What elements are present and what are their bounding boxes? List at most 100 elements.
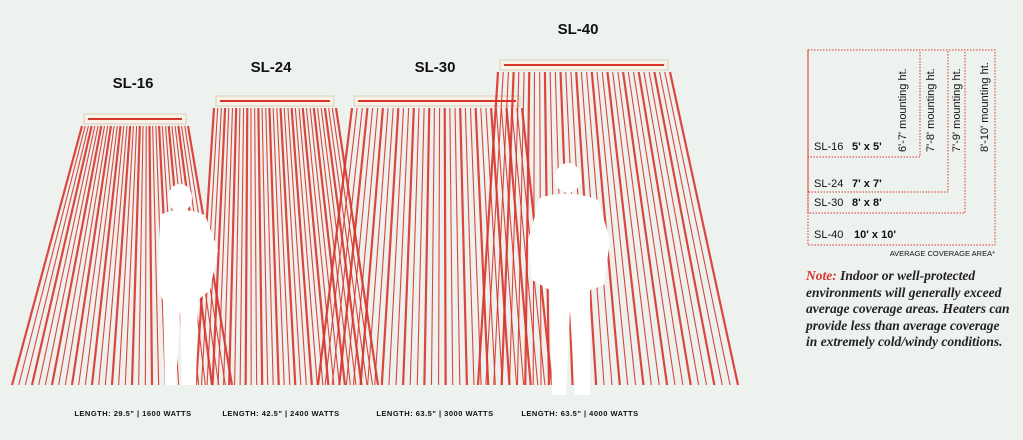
coverage-area: 8' x 8' (852, 197, 882, 209)
beam (38, 125, 96, 386)
beam (18, 125, 86, 386)
beam (324, 107, 358, 386)
beam (664, 71, 731, 386)
beam (443, 107, 447, 386)
beam (416, 107, 425, 386)
beam (283, 107, 302, 386)
beam (395, 107, 410, 386)
beam (261, 107, 269, 386)
heater-length: LENGTH: 29.5" | 1600 WATTS (74, 409, 191, 418)
beam (653, 71, 716, 386)
beam (305, 107, 335, 386)
beam (227, 107, 238, 386)
beam (606, 71, 645, 386)
beam (430, 107, 435, 386)
note-label: Note: (806, 268, 837, 283)
mounting-height: 8'-10' mounting ht. (979, 62, 991, 152)
beam (331, 107, 363, 386)
heat-beams (10, 59, 740, 386)
beam (449, 107, 454, 386)
coverage-caption: AVERAGE COVERAGE AREA* (890, 249, 995, 258)
mounting-height: 6'-7' mounting ht. (897, 68, 909, 152)
beam (290, 107, 313, 386)
beam (612, 71, 652, 386)
beam (637, 71, 692, 386)
beam (668, 71, 740, 386)
beam (287, 107, 307, 386)
beam (223, 107, 234, 386)
mounting-height: 7'-8' mounting ht. (925, 68, 937, 152)
beam (70, 125, 112, 386)
beam (464, 107, 475, 386)
beam (118, 125, 134, 386)
beam (500, 71, 515, 386)
beam (272, 107, 285, 386)
mounting-height: 7'-9' mounting ht. (951, 68, 963, 152)
coverage-model: SL-30 (814, 197, 843, 209)
coverage-area: 10' x 10' (854, 229, 896, 241)
coverage-model: SL-24 (814, 178, 843, 190)
coverage-area: 5' x 5' (852, 141, 882, 153)
beam (601, 71, 637, 386)
beam (480, 107, 496, 386)
beam (423, 107, 431, 386)
heater-model: SL-30 (415, 59, 456, 76)
beam (476, 71, 500, 386)
beam (10, 125, 84, 386)
beam (84, 125, 118, 386)
beam (388, 107, 405, 386)
beam (30, 125, 93, 386)
beam (211, 107, 227, 386)
beam (268, 107, 280, 386)
beam (58, 125, 106, 386)
beam (374, 107, 394, 386)
beam (64, 125, 109, 386)
beam (254, 107, 258, 386)
beam (144, 125, 147, 386)
coverage-model: SL-40 (814, 229, 843, 241)
beam (437, 107, 441, 386)
beam (50, 125, 103, 386)
beam (622, 71, 669, 386)
heater-model: SL-40 (558, 21, 599, 38)
beam (104, 125, 128, 386)
beam (648, 71, 708, 386)
heater-model: SL-16 (113, 75, 154, 92)
beam (323, 107, 363, 386)
beam (493, 71, 509, 386)
beam (524, 71, 531, 386)
beam (130, 125, 141, 386)
beam (508, 71, 520, 386)
beam (454, 107, 461, 386)
beam (265, 107, 274, 386)
beam (110, 125, 132, 386)
beam (459, 107, 469, 386)
beam (298, 107, 324, 386)
person-left (158, 184, 218, 385)
beam (316, 107, 354, 386)
beam (401, 107, 415, 386)
beam (632, 71, 684, 386)
labels: SL-16 LENGTH: 29.5" | 1600 WATTS SL-24 LENG… (74, 21, 995, 418)
beam (409, 107, 420, 386)
beam (345, 107, 374, 386)
beam (474, 107, 490, 386)
beam (276, 107, 291, 386)
beam (217, 107, 230, 386)
heater-length: LENGTH: 63.5" | 4000 WATTS (521, 409, 638, 418)
heater-model: SL-24 (251, 59, 293, 76)
beam (98, 125, 125, 386)
beam (239, 107, 245, 386)
heater-length: LENGTH: 42.5" | 2400 WATTS (222, 409, 339, 418)
beam (380, 107, 400, 386)
coverage-boxes (807, 49, 996, 246)
beam (90, 125, 122, 386)
beam (257, 107, 264, 386)
person-right (528, 163, 610, 395)
beam (643, 71, 700, 386)
beam (294, 107, 318, 386)
note-text: Indoor or well-protected environments wi… (806, 268, 1010, 349)
beam (627, 71, 676, 386)
